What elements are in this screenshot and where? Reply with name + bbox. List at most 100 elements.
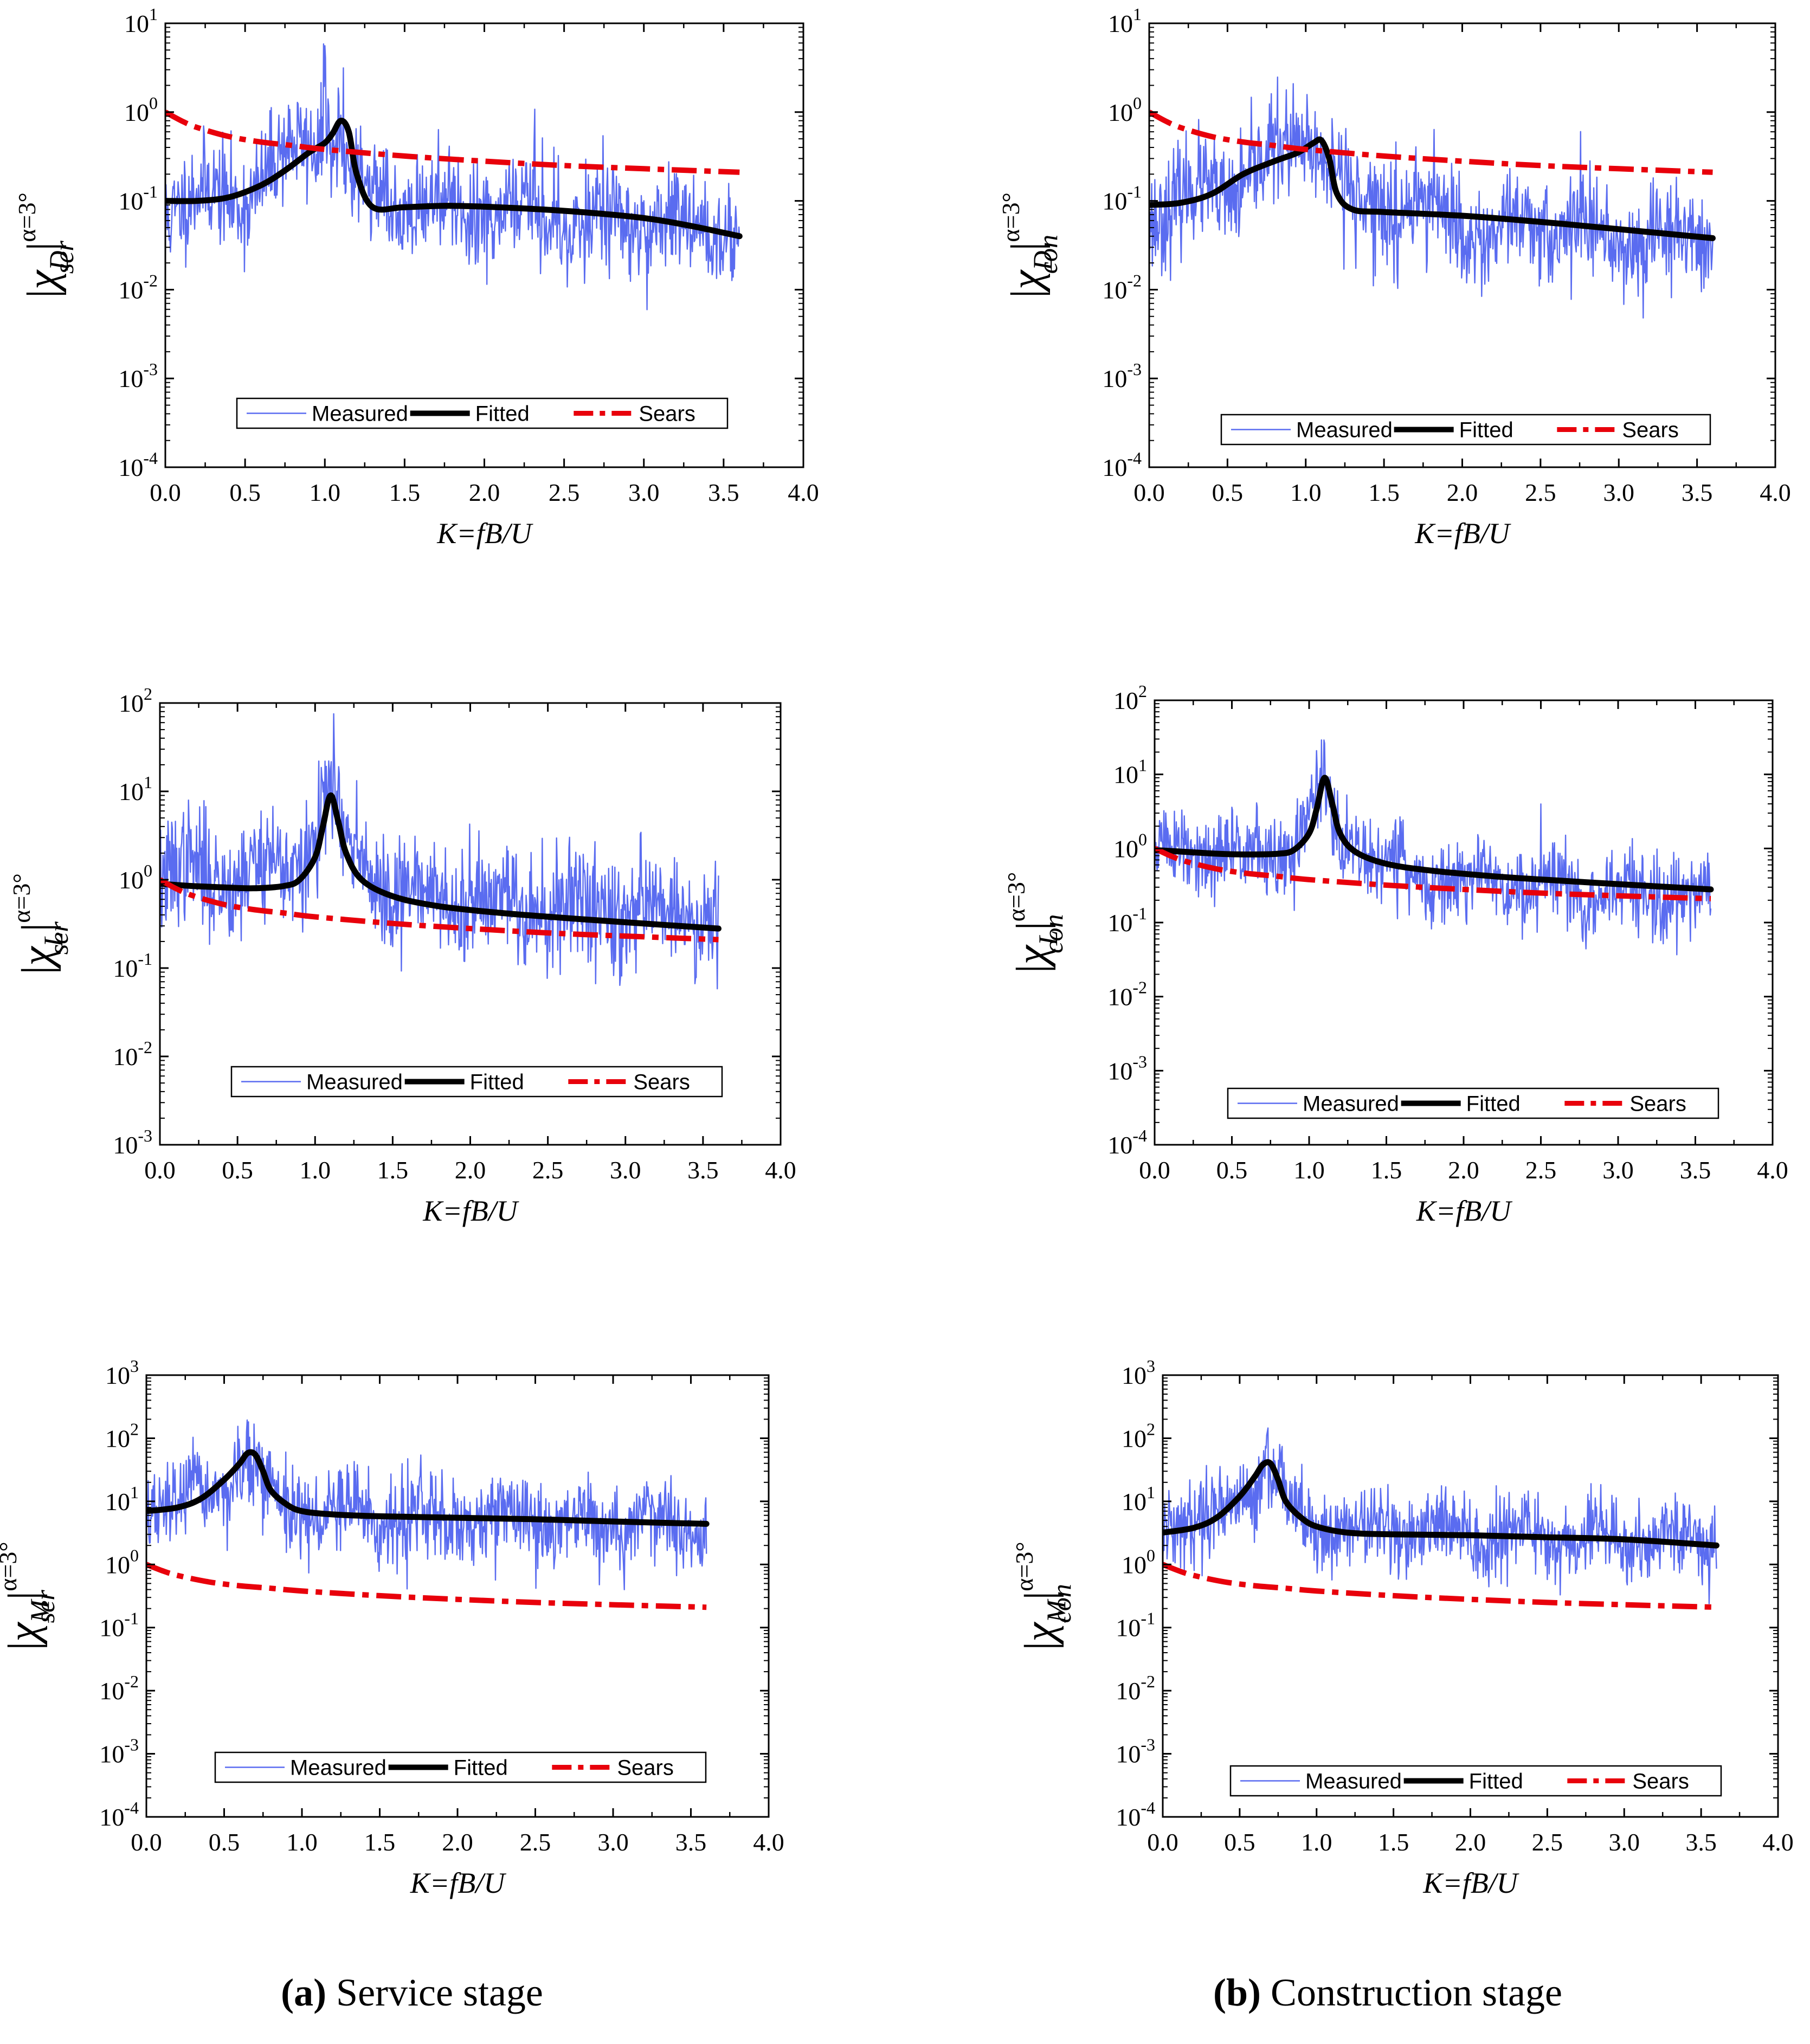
y-tick-label: 101 bbox=[105, 1482, 139, 1516]
x-tick-label: 3.5 bbox=[687, 1156, 719, 1184]
x-tick-label: 3.0 bbox=[610, 1156, 641, 1184]
x-tick-label: 4.0 bbox=[1760, 479, 1791, 506]
x-tick-label: 3.0 bbox=[1609, 1828, 1640, 1856]
y-tick-label: 10-2 bbox=[118, 270, 158, 304]
legend: Measured Fitted Sears bbox=[236, 397, 729, 429]
y-tick-label: 10-1 bbox=[1107, 904, 1147, 937]
legend-label-sears: Sears bbox=[1622, 418, 1679, 442]
x-axis-label: K=fB/U bbox=[410, 1867, 506, 1899]
legend-label-measured: Measured bbox=[290, 1756, 387, 1780]
y-tick-label: 101 bbox=[124, 4, 158, 37]
series-sears-L-con bbox=[1155, 846, 1711, 901]
x-tick-label: 1.5 bbox=[1378, 1828, 1409, 1856]
x-tick-label: 1.0 bbox=[1290, 479, 1322, 506]
legend: Measured Fitted Sears bbox=[1220, 414, 1711, 446]
plot-area bbox=[165, 43, 743, 311]
series-fitted-D-con bbox=[1149, 136, 1716, 241]
series-fitted-L-con bbox=[1155, 775, 1714, 893]
chart-D-con: 0.0 0.5 1.0 1.5 2.0 2.5 3.0 3.5 4.0 10-4 10-3 10-2 1… bbox=[997, 4, 1791, 550]
plot-frame bbox=[1162, 1374, 1779, 1818]
legend-label-fitted: Fitted bbox=[1469, 1770, 1523, 1794]
y-tick-label: 101 bbox=[1122, 1482, 1155, 1516]
y-tick-label: 100 bbox=[119, 861, 152, 894]
series-sears-L-ser bbox=[160, 877, 719, 943]
y-tick-label: 101 bbox=[1108, 4, 1142, 37]
x-tick-label: 2.0 bbox=[469, 479, 500, 506]
x-tick-label: 1.0 bbox=[1293, 1156, 1325, 1184]
series-measured-M-con bbox=[1163, 1427, 1717, 1604]
legend-label-measured: Measured bbox=[1303, 1092, 1399, 1116]
y-axis-label: |χD|α=3°ser bbox=[13, 192, 79, 298]
series-measured-D-con bbox=[1149, 76, 1714, 319]
series-fitted-M-ser bbox=[146, 1449, 710, 1527]
x-tick-label: 3.5 bbox=[1685, 1828, 1717, 1856]
y-tick-label: 10-4 bbox=[1102, 448, 1142, 481]
plot-frame bbox=[1154, 699, 1774, 1146]
x-axis-label: K=fB/U bbox=[1416, 1195, 1512, 1227]
legend-label-sears: Sears bbox=[639, 402, 695, 426]
legend-box bbox=[230, 1066, 723, 1098]
x-tick-label: 2.0 bbox=[1455, 1828, 1486, 1856]
y-tick-label: 103 bbox=[105, 1356, 139, 1389]
legend-label-sears: Sears bbox=[617, 1756, 674, 1780]
plot-area bbox=[1163, 1427, 1719, 1610]
x-tick-label: 2.0 bbox=[1448, 1156, 1479, 1184]
y-tick-label: 10-2 bbox=[99, 1672, 139, 1705]
x-tick-label: 2.0 bbox=[455, 1156, 486, 1184]
legend-box bbox=[1229, 1765, 1722, 1797]
legend-label-fitted: Fitted bbox=[475, 402, 530, 426]
legend-box bbox=[214, 1751, 707, 1783]
series-measured-L-con bbox=[1155, 739, 1712, 956]
x-tick-label: 0.5 bbox=[1216, 1156, 1248, 1184]
legend-box bbox=[236, 397, 729, 429]
x-tick-label: 0.0 bbox=[1139, 1156, 1170, 1184]
x-axis-label: K=fB/U bbox=[422, 1195, 519, 1227]
x-tick-label: 0.5 bbox=[1212, 479, 1244, 506]
y-tick-label: 10-1 bbox=[113, 949, 152, 982]
legend-label-sears: Sears bbox=[633, 1071, 690, 1094]
caption-b: (b) Construction stage bbox=[1213, 1971, 1562, 2014]
y-tick-label: 10-3 bbox=[99, 1735, 139, 1768]
x-tick-label: 3.5 bbox=[675, 1828, 707, 1856]
legend-box bbox=[1227, 1087, 1719, 1119]
x-tick-label: 3.0 bbox=[1602, 1156, 1634, 1184]
x-tick-label: 3.0 bbox=[597, 1828, 629, 1856]
x-tick-label: 4.0 bbox=[1757, 1156, 1788, 1184]
x-tick-label: 4.0 bbox=[765, 1156, 796, 1184]
x-tick-label: 0.5 bbox=[209, 1828, 240, 1856]
legend-label-measured: Measured bbox=[306, 1071, 403, 1094]
caption-a-letter: (a) bbox=[281, 1971, 326, 2014]
chart-M-ser: 0.0 0.5 1.0 1.5 2.0 2.5 3.0 3.5 4.0 10-4 10-3 10-2 1… bbox=[0, 1356, 784, 1899]
x-tick-label: 4.0 bbox=[1762, 1828, 1794, 1856]
x-tick-label: 0.0 bbox=[1133, 479, 1165, 506]
x-tick-label: 0.0 bbox=[150, 479, 181, 506]
plot-area bbox=[1149, 76, 1716, 319]
y-tick-label: 10-4 bbox=[118, 448, 158, 481]
y-tick-label: 10-1 bbox=[118, 182, 158, 215]
x-tick-label: 0.0 bbox=[144, 1156, 176, 1184]
y-tick-label: 10-1 bbox=[1116, 1609, 1155, 1642]
x-tick-label: 1.5 bbox=[1368, 479, 1400, 506]
y-axis-label: |χM|α=3°con bbox=[1010, 1542, 1077, 1650]
legend: Measured Fitted Sears bbox=[230, 1066, 723, 1098]
y-tick-label: 102 bbox=[1113, 681, 1147, 714]
y-tick-label: 10-2 bbox=[1102, 270, 1142, 304]
x-tick-label: 3.0 bbox=[628, 479, 660, 506]
y-tick-label: 10-4 bbox=[1116, 1798, 1155, 1831]
legend-label-measured: Measured bbox=[1296, 418, 1393, 442]
x-tick-label: 2.0 bbox=[1447, 479, 1478, 506]
series-fitted-D-ser bbox=[165, 118, 743, 240]
x-tick-label: 2.0 bbox=[442, 1828, 473, 1856]
series-fitted-M-con bbox=[1163, 1459, 1719, 1549]
x-tick-label: 1.5 bbox=[364, 1828, 396, 1856]
y-tick-label: 100 bbox=[124, 93, 158, 126]
y-tick-label: 102 bbox=[119, 684, 152, 717]
x-axis-label: K=fB/U bbox=[1422, 1867, 1519, 1899]
caption-a-text: Service stage bbox=[326, 1971, 543, 2014]
legend-label-fitted: Fitted bbox=[454, 1756, 508, 1780]
x-tick-label: 2.5 bbox=[532, 1156, 564, 1184]
x-axis-label: K=fB/U bbox=[1414, 517, 1511, 550]
plot-area bbox=[146, 1419, 710, 1610]
x-tick-label: 0.5 bbox=[229, 479, 261, 506]
x-tick-label: 0.5 bbox=[222, 1156, 253, 1184]
